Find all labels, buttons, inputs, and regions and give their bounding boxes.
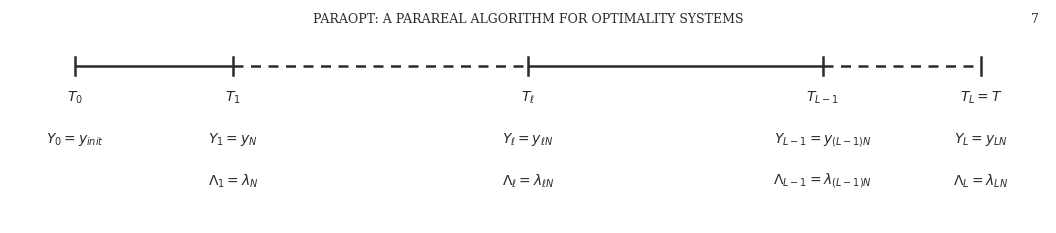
- Text: $T_{L-1}$: $T_{L-1}$: [807, 90, 840, 106]
- Text: $T_0$: $T_0$: [68, 90, 83, 106]
- Text: $Y_1 = y_N$: $Y_1 = y_N$: [208, 131, 258, 148]
- Text: $Y_0 = y_{init}$: $Y_0 = y_{init}$: [46, 131, 105, 148]
- Text: $\Lambda_1 = \lambda_N$: $\Lambda_1 = \lambda_N$: [208, 172, 259, 190]
- Text: $Y_L = y_{LN}$: $Y_L = y_{LN}$: [954, 131, 1007, 148]
- Text: 7: 7: [1031, 13, 1039, 26]
- Text: $Y_\ell = y_{\ell N}$: $Y_\ell = y_{\ell N}$: [503, 131, 553, 148]
- Text: $Y_{L-1} = y_{(L-1)N}$: $Y_{L-1} = y_{(L-1)N}$: [774, 130, 872, 148]
- Text: $T_1$: $T_1$: [225, 90, 241, 106]
- Text: $\Lambda_\ell = \lambda_{\ell N}$: $\Lambda_\ell = \lambda_{\ell N}$: [502, 172, 554, 190]
- Text: $T_\ell$: $T_\ell$: [521, 90, 535, 106]
- Text: $T_L = T$: $T_L = T$: [960, 90, 1002, 106]
- Text: $\Lambda_{L-1} = \lambda_{(L-1)N}$: $\Lambda_{L-1} = \lambda_{(L-1)N}$: [773, 171, 872, 190]
- Text: PARAOPT: A PARAREAL ALGORITHM FOR OPTIMALITY SYSTEMS: PARAOPT: A PARAREAL ALGORITHM FOR OPTIMA…: [313, 13, 743, 26]
- Text: $\Lambda_L = \lambda_{LN}$: $\Lambda_L = \lambda_{LN}$: [954, 172, 1008, 190]
